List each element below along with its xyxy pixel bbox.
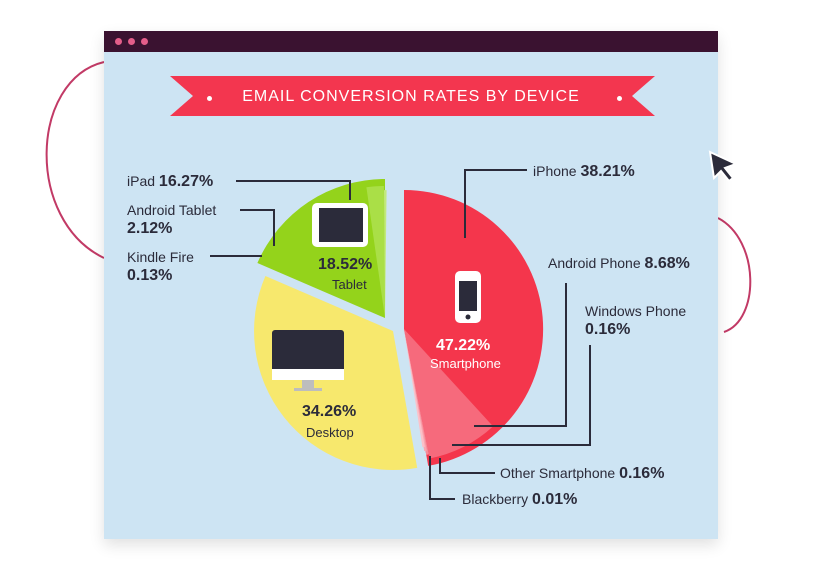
kindle-fire-value: 0.13% [127, 267, 173, 284]
other-smartphone-value: 0.16% [619, 465, 665, 482]
iphone-value: 38.21% [580, 163, 635, 180]
pie-sub-slice-blackberry [404, 329, 425, 448]
desktop-name-label: Desktop [306, 425, 354, 440]
banner-bullet-icon [207, 96, 212, 101]
windows-phone-label: Windows Phone 0.16% [585, 302, 686, 339]
leader-line-android-phone [474, 283, 567, 427]
windows-phone-name: Windows Phone [585, 303, 687, 319]
ipad-name: iPad [127, 173, 156, 189]
ipad-value: 16.27% [158, 173, 214, 190]
other-smartphone-label: Other Smartphone 0.16% [500, 464, 664, 483]
blackberry-value: 0.01% [532, 491, 578, 508]
leader-line-ipad [236, 180, 351, 200]
iphone-name: iPhone [533, 163, 577, 179]
tablet-name-label: Tablet [332, 277, 367, 292]
android-tablet-name: Android Tablet [127, 202, 217, 218]
pie-sub-slice-android-tablet [366, 186, 385, 318]
blackberry-label: Blackberry 0.01% [462, 490, 577, 509]
pie-sub-slices [366, 186, 494, 459]
leader-line-windows-phone [452, 345, 591, 446]
pie-sub-slice-other-smartphone [404, 329, 427, 451]
kindle-fire-name: Kindle Fire [127, 249, 194, 265]
android-phone-name: Android Phone [548, 255, 641, 271]
window-titlebar [104, 31, 718, 52]
leader-line-iphone [464, 169, 527, 238]
mouse-cursor-icon [708, 150, 739, 183]
decorative-arc-left [45, 61, 105, 259]
title-banner [170, 76, 655, 116]
android-phone-label: Android Phone 8.68% [548, 254, 690, 273]
decorative-arc-right [717, 217, 752, 333]
leader-lines [210, 169, 591, 500]
banner-bullet-icon [617, 96, 622, 101]
leader-line-blackberry [429, 456, 455, 500]
ipad-label: iPad 16.27% [127, 172, 213, 191]
android-tablet-value: 2.12% [127, 220, 173, 237]
blackberry-name: Blackberry [462, 491, 529, 507]
smartphone-value-label: 47.22% [436, 337, 491, 354]
leader-line-android-tablet [240, 209, 275, 246]
windows-phone-value: 0.16% [585, 321, 631, 338]
window-dot-icon[interactable] [128, 38, 135, 45]
kindle-fire-label: Kindle Fire 0.13% [127, 248, 194, 285]
pie-sub-slice-kindle-fire [384, 190, 387, 318]
desktop-value-label: 34.26% [302, 403, 357, 420]
desktop-monitor-icon [272, 330, 344, 391]
tablet-value-label: 18.52% [318, 256, 373, 273]
tablet-icon [312, 203, 368, 247]
pie-sub-slice-android-phone [404, 329, 494, 459]
window-dot-icon[interactable] [115, 38, 122, 45]
pie-sub-slice-windows-phone [404, 329, 429, 455]
chart-title: EMAIL CONVERSION RATES BY DEVICE [242, 88, 580, 105]
smartphone-icon [455, 271, 481, 323]
window-dot-icon[interactable] [141, 38, 148, 45]
iphone-label: iPhone 38.21% [533, 162, 635, 181]
android-tablet-label: Android Tablet 2.12% [127, 201, 216, 238]
other-smartphone-name: Other Smartphone [500, 465, 616, 481]
smartphone-name-label: Smartphone [430, 356, 501, 371]
leader-line-other-smartphone [439, 458, 495, 474]
android-phone-value: 8.68% [644, 255, 690, 272]
